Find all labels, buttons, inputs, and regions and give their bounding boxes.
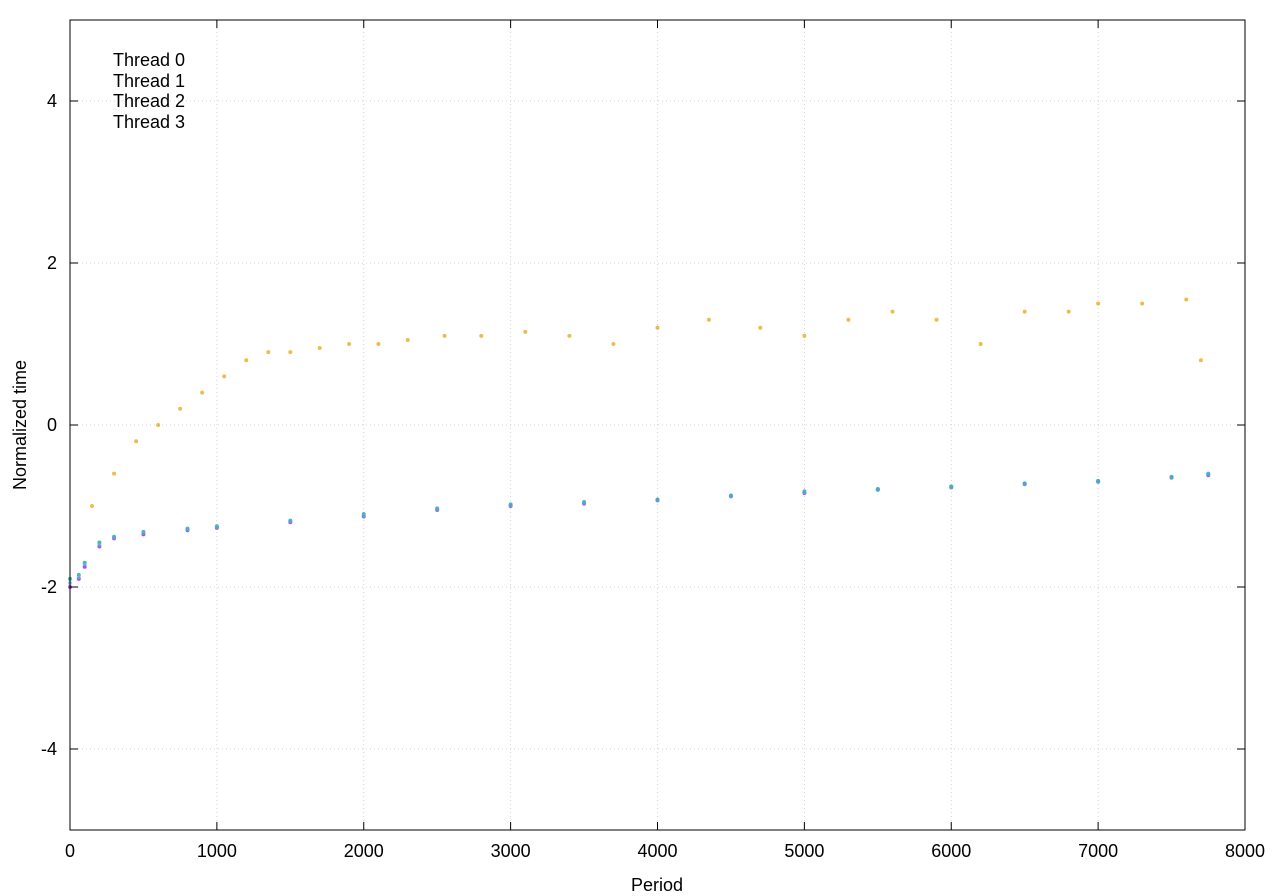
data-point [758, 325, 763, 330]
series-2 [68, 472, 1211, 585]
data-point [266, 350, 271, 355]
scatter-points [68, 297, 1211, 589]
data-point [134, 439, 139, 444]
data-point [479, 333, 484, 338]
data-point [1022, 309, 1027, 314]
data-point [317, 346, 322, 351]
y-tick-label: 2 [47, 253, 57, 273]
data-point [1169, 475, 1174, 480]
data-point [934, 317, 939, 322]
y-tick-label: 0 [47, 415, 57, 435]
data-point [802, 490, 807, 495]
data-point [82, 562, 87, 567]
data-point [435, 507, 440, 512]
data-point [508, 503, 513, 508]
y-axis-label: Normalized time [10, 360, 30, 490]
grid [70, 20, 1245, 830]
y-tick-label: -2 [41, 577, 57, 597]
data-point [1140, 301, 1145, 306]
series-0 [68, 473, 1211, 589]
data-point [1096, 301, 1101, 306]
data-point [846, 317, 851, 322]
legend-label-thread-1: Thread 1 [113, 71, 185, 91]
data-point [655, 498, 660, 503]
data-point [567, 333, 572, 338]
data-point [442, 333, 447, 338]
data-point [875, 487, 880, 492]
data-point [706, 317, 711, 322]
data-point [1096, 479, 1101, 484]
x-tick-label: 3000 [491, 841, 531, 861]
data-point [90, 504, 95, 508]
data-point [141, 530, 146, 535]
x-tick-label: 2000 [344, 841, 384, 861]
y-tick-label: 4 [47, 91, 57, 111]
data-point [1206, 472, 1211, 477]
x-tick-label: 5000 [784, 841, 824, 861]
data-point [611, 342, 616, 346]
legend-label-thread-2: Thread 2 [113, 91, 185, 111]
data-point [1022, 482, 1027, 487]
data-point [347, 342, 352, 346]
data-point [405, 337, 410, 342]
series-3 [90, 297, 1203, 508]
data-point [214, 525, 219, 530]
data-point [200, 390, 205, 395]
data-point [97, 542, 102, 547]
data-point [222, 374, 227, 379]
data-point [112, 471, 117, 476]
data-point [288, 519, 293, 524]
data-point [582, 500, 587, 505]
data-point [288, 350, 293, 355]
data-point [890, 309, 895, 314]
data-point [728, 494, 733, 499]
axis-ticks: 0 1000 2000 3000 4000 5000 6000 7000 8000 -4 -2 0 2 4 [41, 20, 1265, 861]
series-1 [68, 471, 1211, 581]
data-point [1198, 358, 1203, 363]
data-point [523, 329, 528, 334]
y-tick-label: -4 [41, 739, 57, 759]
data-point [156, 423, 161, 427]
data-point [361, 513, 366, 518]
x-tick-label: 8000 [1225, 841, 1265, 861]
data-point [178, 406, 183, 411]
data-point [112, 535, 117, 540]
legend-label-thread-0: Thread 0 [113, 50, 185, 70]
data-point [949, 485, 954, 490]
data-point [244, 358, 249, 363]
data-point [185, 527, 190, 532]
x-tick-label: 1000 [197, 841, 237, 861]
data-point [76, 575, 81, 580]
legend-label-thread-3: Thread 3 [113, 112, 185, 132]
data-point [1184, 297, 1189, 302]
x-tick-label: 6000 [931, 841, 971, 861]
data-point [1066, 309, 1071, 314]
x-tick-label: 0 [65, 841, 75, 861]
x-axis-label: Period [631, 875, 683, 895]
legend: Thread 0 Thread 1 Thread 2 Thread 3 [113, 50, 185, 132]
data-point [376, 342, 381, 346]
x-tick-label: 4000 [637, 841, 677, 861]
data-point [978, 342, 983, 346]
data-point [655, 325, 660, 330]
x-tick-label: 7000 [1078, 841, 1118, 861]
data-point [802, 333, 807, 338]
